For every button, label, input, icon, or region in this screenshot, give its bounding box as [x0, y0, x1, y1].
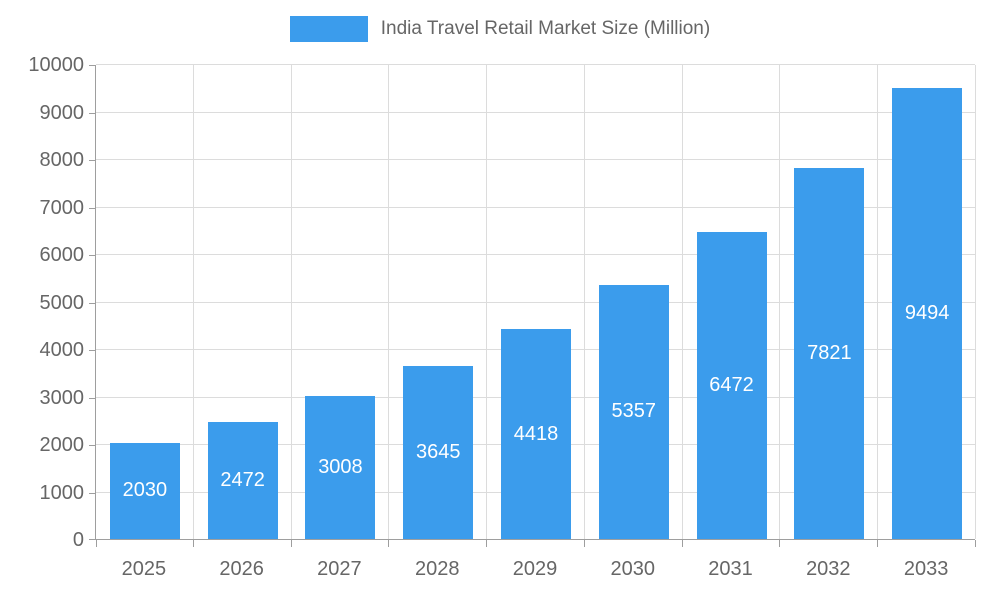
y-tick-mark — [89, 492, 95, 494]
legend[interactable]: India Travel Retail Market Size (Million… — [0, 16, 1000, 42]
bar-value-label: 3645 — [415, 440, 461, 463]
v-gridline — [388, 65, 390, 539]
y-axis: 0 1000 2000 3000 4000 5000 6000 7000 8000 9000 100… — [0, 55, 85, 550]
bar-value-label: 2472 — [220, 468, 265, 491]
x-tick-label: 2029 — [512, 558, 558, 580]
h-gridline — [96, 111, 975, 113]
plot-area: 2030 2472 3008 3645 4418 5357 6472 7821 9494 — [89, 64, 976, 547]
y-tick-label: 9000 — [39, 101, 85, 124]
v-gridline — [192, 65, 194, 539]
y-tick-mark — [89, 302, 95, 304]
v-gridline — [779, 65, 781, 539]
x-tick-mark — [681, 540, 683, 547]
y-tick-mark — [89, 539, 95, 540]
v-gridline — [681, 65, 683, 539]
y-tick-mark — [89, 112, 95, 114]
y-tick-label: 0 — [72, 529, 84, 551]
h-gridline — [96, 159, 975, 160]
x-tick-label: 2027 — [317, 558, 362, 580]
h-gridline — [96, 254, 975, 255]
x-tick-label: 2030 — [610, 558, 656, 580]
x-axis: 2025 2026 2027 2028 2029 2030 2031 2032 2033 — [95, 558, 975, 588]
x-tick-mark — [975, 540, 976, 547]
v-gridline — [583, 65, 585, 539]
x-tick-mark — [583, 540, 585, 547]
x-tick-mark — [877, 540, 879, 547]
x-tick-mark — [96, 540, 97, 547]
y-tick-label: 6000 — [39, 244, 85, 266]
h-gridline — [96, 301, 975, 303]
y-tick-label: 8000 — [39, 149, 85, 171]
v-gridline — [975, 65, 976, 539]
h-gridline — [96, 64, 975, 65]
x-tick-mark — [486, 540, 488, 547]
y-tick-label: 4000 — [39, 339, 85, 361]
v-gridline — [486, 65, 488, 539]
x-tick-mark — [290, 540, 292, 547]
bar-value-label: 4418 — [513, 422, 559, 445]
y-tick-label: 3000 — [39, 386, 85, 409]
bar-2032[interactable]: 7821 — [794, 167, 865, 539]
y-tick-label: 5000 — [39, 291, 85, 314]
bar-2027[interactable]: 3008 — [305, 396, 376, 539]
v-gridline — [877, 65, 879, 539]
x-tick-label: 2025 — [121, 558, 167, 580]
bar-value-label: 9494 — [904, 302, 950, 325]
y-tick-label: 10000 — [28, 54, 84, 76]
y-tick-mark — [89, 160, 95, 161]
bar-2029[interactable]: 4418 — [501, 329, 571, 539]
bar-2025[interactable]: 2030 — [109, 442, 180, 539]
bar-value-label: 3008 — [318, 456, 363, 479]
bar-2026[interactable]: 2472 — [207, 421, 278, 539]
h-gridline — [96, 206, 975, 208]
x-tick-label: 2033 — [903, 558, 949, 580]
y-tick-mark — [89, 65, 95, 66]
bar-2031[interactable]: 6472 — [696, 231, 767, 539]
bar-2028[interactable]: 3645 — [403, 365, 474, 539]
y-tick-mark — [89, 397, 95, 399]
y-tick-mark — [89, 350, 95, 351]
bar-value-label: 2030 — [122, 479, 168, 502]
x-tick-label: 2028 — [414, 558, 460, 580]
y-tick-mark — [89, 445, 95, 446]
x-tick-mark — [192, 540, 194, 547]
y-tick-mark — [89, 207, 95, 209]
bar-value-label: 6472 — [709, 373, 754, 396]
legend-swatch-icon — [289, 16, 368, 42]
bar-value-label: 7821 — [807, 341, 852, 364]
y-tick-label: 1000 — [39, 481, 85, 504]
y-tick-label: 2000 — [39, 434, 85, 456]
bar-value-label: 5357 — [611, 400, 657, 423]
x-tick-mark — [388, 540, 390, 547]
bar-2030[interactable]: 5357 — [598, 284, 669, 539]
y-tick-label: 7000 — [39, 196, 85, 219]
y-tick-mark — [89, 255, 95, 256]
x-tick-label: 2032 — [806, 558, 851, 580]
bar-2033[interactable]: 9494 — [892, 88, 963, 539]
v-gridline — [290, 65, 292, 539]
x-tick-mark — [779, 540, 781, 547]
x-tick-label: 2031 — [708, 558, 753, 580]
legend-label: India Travel Retail Market Size (Million… — [380, 18, 711, 39]
x-tick-label: 2026 — [219, 558, 264, 580]
